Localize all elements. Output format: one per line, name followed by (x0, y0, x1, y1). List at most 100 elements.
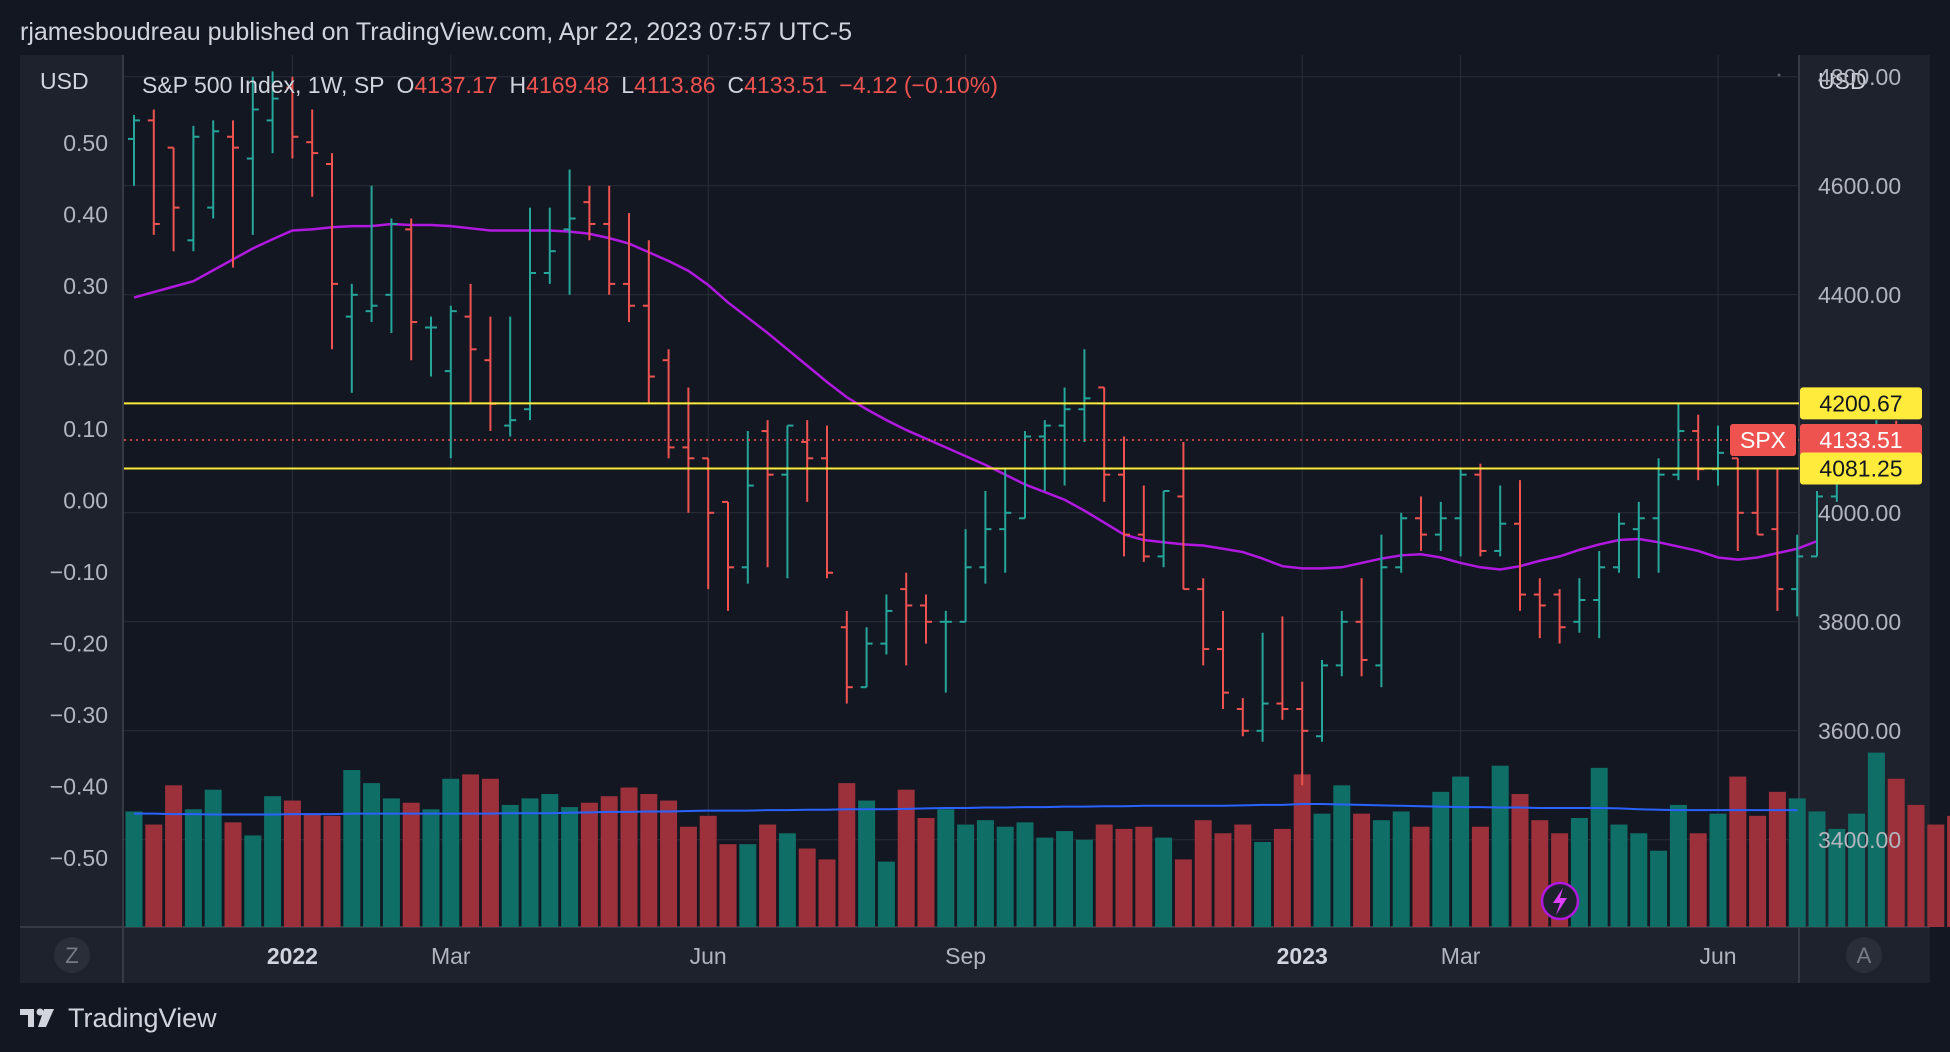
right-axis-tick-label: 4600.00 (1818, 173, 1901, 199)
ohlc-bar (286, 76, 299, 159)
volume-bar (363, 783, 381, 927)
last-price-label[interactable]: SPX 4133.51 (1730, 424, 1922, 457)
ohlc-bar (1652, 458, 1665, 573)
ohlc-bar (1553, 589, 1566, 644)
volume-bar (1590, 767, 1608, 927)
volume-bars (125, 752, 1950, 927)
volume-bar (165, 785, 183, 927)
left-axis-tick-label: 0.20 (63, 345, 108, 371)
volume-bar (224, 822, 242, 927)
volume-bar (917, 818, 935, 927)
left-axis-tick-label: −0.10 (50, 559, 108, 585)
right-axis-tick-label: 4400.00 (1818, 282, 1901, 308)
ohlc-bar (524, 207, 536, 421)
right-axis-tick-label: 4000.00 (1818, 500, 1901, 526)
ohlc-bar (227, 120, 239, 268)
ohlc-bar (1078, 349, 1091, 442)
auto-scale-icon: A (1857, 943, 1872, 968)
lower-level-label-bg (1800, 452, 1922, 485)
ohlc-bar (1672, 403, 1685, 481)
ohlc-bar (920, 594, 932, 644)
left-axis-ticks[interactable]: 0.50 0.40 0.30 0.20 0.10 0.00 −0.10 −0.20 −0.30 −… (50, 130, 108, 871)
volume-bar (798, 848, 816, 927)
chart-legend[interactable]: S&P 500 Index, 1W, SP O4137.17 H4169.48 L41… (142, 72, 998, 98)
auto-scale-button[interactable]: A (1846, 937, 1882, 973)
ohlc-bar (504, 316, 517, 437)
tradingview-brand[interactable]: TradingView (68, 1002, 217, 1033)
time-axis-ticks[interactable]: 2022 Mar Jun Sep 2023 Mar Jun (267, 943, 1737, 969)
volume-bar (897, 789, 915, 927)
left-axis-tick-label: −0.30 (50, 702, 108, 728)
ohlc-bar (702, 457, 715, 590)
upper-level-price-label[interactable]: 4200.67 (1800, 387, 1922, 420)
ohlc-bar (1731, 457, 1744, 551)
ohlc-bar (959, 529, 972, 623)
right-axis-ticks[interactable]: 4800.004600.004400.004200.004000.003800.… (1818, 64, 1901, 853)
volume-bar (719, 844, 737, 927)
volume-bar (481, 778, 499, 927)
volume-bar (1511, 794, 1529, 927)
ohlc-bar (1434, 501, 1447, 551)
footer: TradingView (20, 1000, 217, 1036)
left-axis-currency: USD (40, 68, 89, 94)
volume-bar (1848, 813, 1866, 927)
volume-bar (422, 809, 440, 927)
ohlc-bar (1276, 616, 1289, 720)
volume-bar (580, 802, 598, 927)
volume-bar (382, 798, 400, 927)
right-axis-tick-label: 4800.00 (1818, 64, 1901, 90)
tradingview-logo-icon (20, 1008, 54, 1027)
volume-bar (1452, 776, 1470, 927)
ohlc-bar (623, 213, 635, 323)
ohlc-bar (900, 572, 913, 666)
ohlc-bar (1415, 496, 1427, 551)
volume-bar (1610, 824, 1628, 927)
ohlc-bar (1454, 469, 1467, 557)
ohlc-bar (543, 207, 556, 284)
time-axis-tick-label: 2023 (1277, 943, 1328, 969)
volume-bar (1887, 778, 1905, 927)
left-axis-tick-label: 0.30 (63, 273, 108, 299)
volume-bar (244, 835, 262, 927)
volume-bar (1768, 791, 1786, 927)
volume-bar (145, 824, 163, 927)
ohlc-bar (999, 469, 1012, 573)
last-price-value: 4133.51 (1819, 427, 1902, 453)
volume-bar (1412, 826, 1430, 927)
ohlc-bar (563, 169, 576, 295)
ohlc-bar (1811, 491, 1823, 558)
volume-bar (1709, 813, 1727, 927)
ohlc-bar (266, 71, 279, 154)
ohlc-bar (1375, 534, 1388, 688)
ohlc-bar (1771, 469, 1784, 611)
ohlc-bar (1514, 480, 1526, 611)
ohlc-bar (761, 420, 774, 568)
symbol-title: S&P 500 Index, 1W, SP (142, 72, 385, 98)
volume-bar (1808, 811, 1826, 927)
ohlc-bar (1593, 550, 1606, 639)
volume-bar (739, 844, 757, 927)
lightning-icon[interactable] (1540, 881, 1580, 921)
right-axis-currency: USD (1818, 68, 1867, 94)
volume-bar (1333, 785, 1351, 927)
volume-bar (541, 794, 559, 927)
volume-bar (1828, 828, 1846, 927)
ohlc-bar (187, 125, 200, 252)
ohlc-bar (207, 120, 220, 219)
symbol-tag: SPX (1740, 427, 1786, 453)
lower-level-price-label[interactable]: 4081.25 (1800, 452, 1922, 485)
volume-bar (1174, 859, 1192, 927)
ohlc-bar (1632, 501, 1645, 579)
volume-bar (838, 783, 856, 927)
volume-moving-average-line (134, 803, 1798, 816)
ohlc-bar (801, 420, 814, 502)
zoom-button[interactable]: Z (54, 937, 90, 973)
volume-bar (204, 789, 222, 927)
ohlc-bar (167, 146, 180, 252)
volume-bar (1194, 820, 1212, 927)
ohlc-bar (741, 431, 754, 584)
ohlc-bar (821, 425, 833, 579)
ohlc-bar (1613, 512, 1625, 573)
volume-bar (561, 807, 579, 927)
